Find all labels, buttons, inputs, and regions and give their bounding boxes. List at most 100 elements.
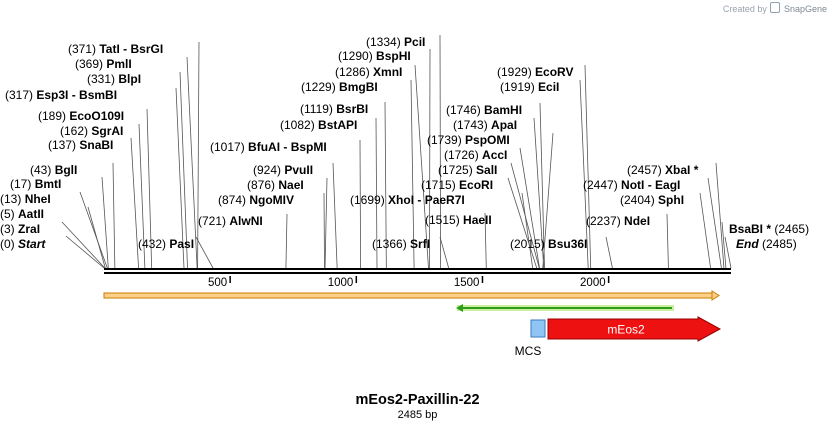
restriction-site-label[interactable]: BsaBI * (2465) xyxy=(729,222,809,236)
mcs-label: MCS xyxy=(515,344,542,358)
restriction-site-label[interactable]: (162) SgrAI xyxy=(60,124,123,138)
site-leader-line xyxy=(79,191,108,269)
site-leader-line xyxy=(533,117,545,269)
restriction-site-label[interactable]: (189) EcoO109I xyxy=(38,109,124,123)
reverse-feature-arrow[interactable] xyxy=(456,304,674,312)
axis-tick-label: 1000 xyxy=(328,277,354,289)
axis-ticks: 500 1000 1500 2000 xyxy=(208,276,610,289)
site-leader-line xyxy=(332,162,338,269)
restriction-site-label[interactable]: (1290) BspHI xyxy=(338,49,411,63)
site-leader-line xyxy=(138,123,146,269)
restriction-site-label[interactable]: (1739) PspOMI xyxy=(427,133,510,147)
restriction-site-label[interactable]: (2457) XbaI * xyxy=(627,163,699,177)
restriction-site-label[interactable]: (317) Esp3I - BsmBI xyxy=(5,88,117,102)
restriction-site-label[interactable]: (1334) PciI xyxy=(366,35,425,49)
restriction-site-label[interactable]: (924) PvuII xyxy=(253,163,313,177)
restriction-site-label[interactable]: (1119) BsrBI xyxy=(300,102,368,116)
credit-brand: SnapGene xyxy=(783,4,827,14)
site-leader-line xyxy=(519,147,540,269)
restriction-site-label[interactable]: (1229) BmgBI xyxy=(301,80,378,94)
restriction-site-label[interactable]: (371) TatI - BsrGI xyxy=(68,42,163,56)
restriction-site-label[interactable]: (1743) ApaI xyxy=(453,118,517,132)
restriction-site-label[interactable]: (2404) SphI xyxy=(620,193,684,207)
backbone-feature[interactable] xyxy=(103,290,720,301)
site-leader-line xyxy=(584,64,592,269)
axis-tick-label: 1500 xyxy=(454,277,480,289)
site-leader-line xyxy=(510,162,540,269)
snapgene-logo-icon xyxy=(770,2,781,13)
site-leader-line xyxy=(507,177,538,269)
site-leader-line xyxy=(359,139,362,269)
meos2-label: mEos2 xyxy=(607,323,645,337)
meos2-feature[interactable]: mEos2 xyxy=(547,316,722,342)
restriction-site-label[interactable]: End (2485) xyxy=(736,237,797,251)
restriction-site-label[interactable]: (2447) NotI - EagI xyxy=(583,178,680,192)
sequence-strand-top xyxy=(104,268,731,270)
sequence-strand-bottom xyxy=(104,272,731,274)
restriction-sites: (0) Start(3) ZraI(5) AatII(13) NheI(17) … xyxy=(0,34,809,269)
restriction-site-label[interactable]: (17) BmtI xyxy=(10,177,61,191)
axis-tick-label: 2000 xyxy=(580,277,606,289)
restriction-site-label[interactable]: (874) NgoMIV xyxy=(218,193,294,207)
restriction-site-label[interactable]: (43) BglI xyxy=(30,163,77,177)
site-leader-line xyxy=(521,192,534,269)
site-leader-line xyxy=(542,132,554,269)
restriction-site-label[interactable]: (1699) XhoI - PaeR7I xyxy=(350,193,465,207)
site-leader-line xyxy=(439,236,450,269)
site-leader-line xyxy=(707,177,722,269)
site-leader-line xyxy=(539,102,545,269)
site-leader-line xyxy=(195,236,214,269)
sequence-title: mEos2-Paxillin-22 xyxy=(355,392,480,408)
restriction-site-label[interactable]: (331) BlpI xyxy=(87,72,141,86)
site-leader-line xyxy=(484,212,487,269)
mcs-box[interactable] xyxy=(530,319,546,338)
restriction-site-label[interactable]: (1082) BstAPI xyxy=(280,118,357,132)
site-leader-line xyxy=(699,192,711,269)
restriction-site-label[interactable]: (1726) AccI xyxy=(444,148,507,162)
restriction-site-label[interactable]: (1515) HaeII xyxy=(425,213,492,227)
site-leader-line xyxy=(179,71,188,269)
axis-tick-label: 500 xyxy=(208,277,227,289)
restriction-site-label[interactable]: (2237) NdeI xyxy=(586,214,650,228)
restriction-site-label[interactable]: (2015) Bsu36I xyxy=(510,237,587,251)
site-leader-line xyxy=(579,79,589,269)
site-leader-line xyxy=(384,101,387,269)
site-leader-line xyxy=(101,176,109,269)
credit-prefix: Created by xyxy=(722,4,767,14)
site-leader-line xyxy=(429,48,431,269)
restriction-site-label[interactable]: (1919) EciI xyxy=(500,80,559,94)
site-leader-line xyxy=(130,137,139,269)
site-leader-line xyxy=(61,221,106,269)
restriction-site-label[interactable]: (1725) SalI xyxy=(438,163,497,177)
site-leader-line xyxy=(375,117,378,269)
restriction-site-label[interactable]: (3) ZraI xyxy=(0,222,40,236)
restriction-site-label[interactable]: (1929) EcoRV xyxy=(497,65,574,79)
restriction-site-label[interactable]: (1715) EcoRI xyxy=(421,178,493,192)
restriction-site-label[interactable]: (1746) BamHI xyxy=(446,103,522,117)
site-leader-line xyxy=(197,41,200,269)
site-leader-line xyxy=(146,108,153,269)
restriction-site-label[interactable]: (721) AlwNI xyxy=(198,214,263,228)
restriction-site-label[interactable]: (876) NaeI xyxy=(247,178,304,192)
restriction-site-label[interactable]: (1017) BfuAI - BspMI xyxy=(210,140,327,154)
site-leader-line xyxy=(666,213,669,269)
restriction-site-label[interactable]: (432) PasI xyxy=(138,237,194,251)
site-leader-line xyxy=(112,162,116,269)
site-leader-line xyxy=(414,64,429,269)
restriction-site-label[interactable]: (1366) SrfI xyxy=(372,237,430,251)
restriction-site-label[interactable]: (13) NheI xyxy=(0,192,51,206)
restriction-site-label[interactable]: (0) Start xyxy=(0,237,46,251)
created-by-credit: Created by SnapGene xyxy=(723,2,827,14)
restriction-site-label[interactable]: (5) AatII xyxy=(0,207,44,221)
site-leader-line xyxy=(721,221,727,269)
restriction-site-label[interactable]: (369) PmlI xyxy=(75,57,132,71)
site-leader-line xyxy=(186,56,198,269)
site-leader-line xyxy=(323,192,325,269)
site-leader-line xyxy=(324,177,328,269)
site-leader-line xyxy=(605,236,613,269)
restriction-site-label[interactable]: (137) SnaBI xyxy=(48,138,113,152)
restriction-site-label[interactable]: (1286) XmnI xyxy=(335,65,402,79)
site-leader-line xyxy=(175,87,185,269)
sequence-length: 2485 bp xyxy=(397,409,438,421)
